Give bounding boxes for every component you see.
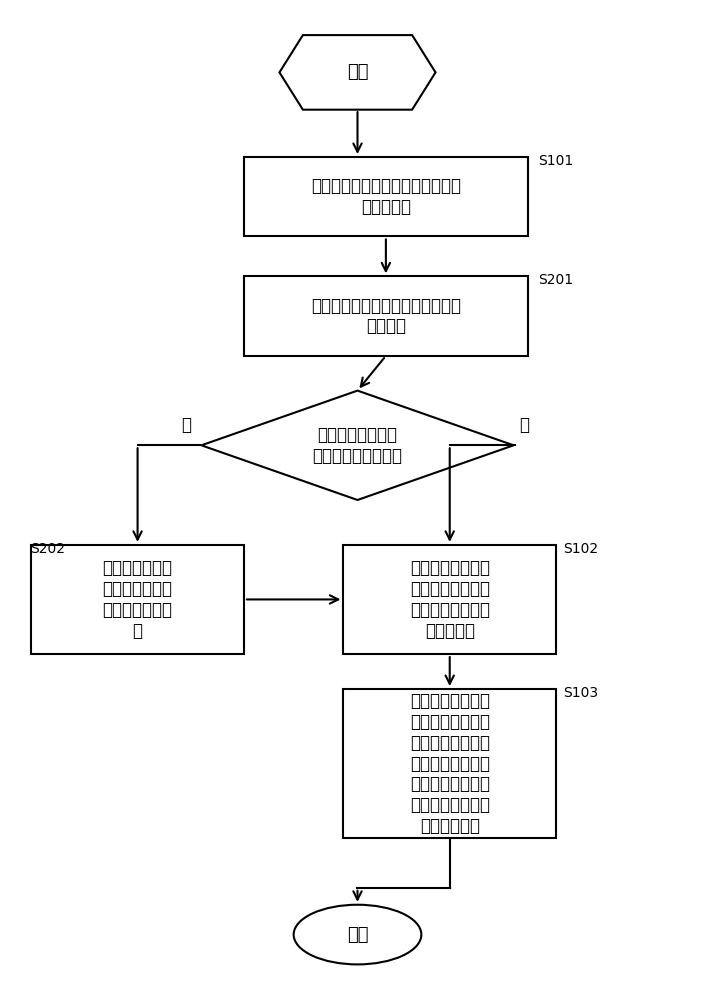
Text: 否: 否: [181, 416, 191, 434]
Text: 储氢罐的剩余氢量
是否满足急需氢用量: 储氢罐的剩余氢量 是否满足急需氢用量: [312, 426, 403, 465]
Text: 是: 是: [519, 416, 529, 434]
Text: 开始: 开始: [347, 63, 368, 81]
Text: 控制氢能系统中的
相应子系统，按照
确定出的策略运行
，以使氢能系统利
用新能源功率和电
网功率中的至少一
个，实现制氢: 控制氢能系统中的 相应子系统，按照 确定出的策略运行 ，以使氢能系统利 用新能源…: [410, 692, 490, 835]
Text: 确定需要在供需
平衡策略之前实
现的急需响应策
略: 确定需要在供需 平衡策略之前实 现的急需响应策 略: [102, 559, 172, 640]
FancyBboxPatch shape: [31, 545, 244, 654]
Text: S103: S103: [563, 686, 598, 700]
Ellipse shape: [294, 905, 421, 964]
Text: S102: S102: [563, 542, 598, 556]
FancyBboxPatch shape: [343, 545, 556, 654]
Text: 检测储氢罐的剩余氢量，并确定急
需氢用量: 检测储氢罐的剩余氢量，并确定急 需氢用量: [311, 297, 461, 335]
Text: 结束: 结束: [347, 926, 368, 944]
Polygon shape: [202, 391, 513, 500]
Text: 确定新能源功率供给预测量和氢气
需求预测量: 确定新能源功率供给预测量和氢气 需求预测量: [311, 177, 461, 216]
Text: S202: S202: [30, 542, 65, 556]
Polygon shape: [280, 35, 435, 110]
Text: 依据新能源功率供
给预测量和氢气需
求预测量，确定供
需平衡策略: 依据新能源功率供 给预测量和氢气需 求预测量，确定供 需平衡策略: [410, 559, 490, 640]
FancyBboxPatch shape: [244, 276, 528, 356]
FancyBboxPatch shape: [343, 689, 556, 838]
FancyBboxPatch shape: [244, 157, 528, 236]
Text: S201: S201: [538, 273, 573, 287]
Text: S101: S101: [538, 154, 573, 168]
